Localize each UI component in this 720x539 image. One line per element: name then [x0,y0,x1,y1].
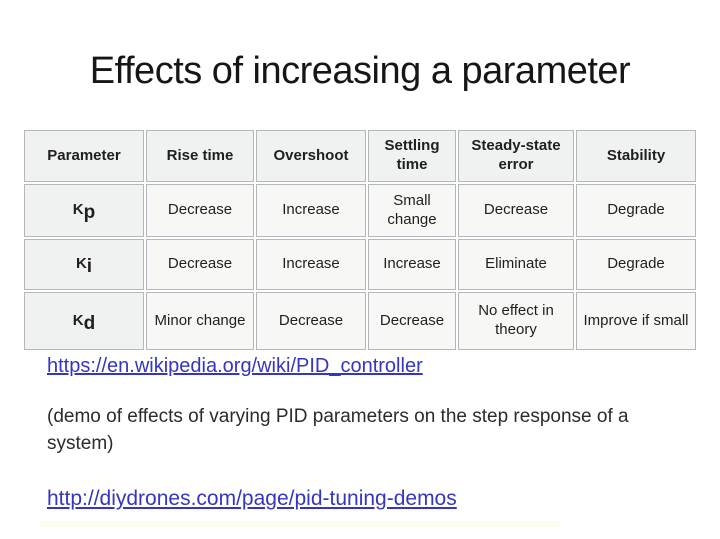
cell-kp-stability: Degrade [576,184,696,237]
column-header-parameter: Parameter [24,130,144,182]
param-kd-base: K [72,311,84,329]
cell-kd-stability: Improve if small [576,292,696,350]
column-header-rise-time: Rise time [146,130,254,182]
column-header-overshoot: Overshoot [256,130,366,182]
column-header-steady-state-error: Steady-state error [458,130,574,182]
cell-kp-steady-state-error: Decrease [458,184,574,237]
param-kp-base: K [72,201,84,219]
cell-ki-stability: Degrade [576,239,696,290]
table-row-kp: Kp Decrease Increase Small change Decrea… [24,184,696,237]
param-ki: Ki [24,239,144,290]
wikipedia-pid-link[interactable]: https://en.wikipedia.org/wiki/PID_contro… [47,355,423,377]
cell-ki-steady-state-error: Eliminate [458,239,574,290]
cell-kp-overshoot: Increase [256,184,366,237]
cell-ki-settling-time: Increase [368,239,456,290]
param-kp-sub: p [83,202,96,224]
param-ki-base: K [75,255,87,273]
cell-ki-overshoot: Increase [256,239,366,290]
cell-kd-overshoot: Decrease [256,292,366,350]
param-kd: Kd [24,292,144,350]
column-header-settling-time: Settling time [368,130,456,182]
param-kp: Kp [24,184,144,237]
cell-kd-settling-time: Decrease [368,292,456,350]
table-header-row: Parameter Rise time Overshoot Settling t… [24,130,696,182]
pid-effects-table: Parameter Rise time Overshoot Settling t… [22,128,698,352]
diydrones-link[interactable]: http://diydrones.com/page/pid-tuning-dem… [47,487,457,510]
demo-note: (demo of effects of varying PID paramete… [47,403,707,457]
table-row-kd: Kd Minor change Decrease Decrease No eff… [24,292,696,350]
demo-note-line1: (demo of effects of varying PID paramete… [47,406,629,427]
cell-kd-steady-state-error: No effect in theory [458,292,574,350]
cell-kd-rise-time: Minor change [146,292,254,350]
cell-kp-rise-time: Decrease [146,184,254,237]
table-row-ki: Ki Decrease Increase Increase Eliminate … [24,239,696,290]
slide-title: Effects of increasing a parameter [89,50,631,92]
demo-note-line2: system) [47,433,114,454]
column-header-stability: Stability [576,130,696,182]
cell-ki-rise-time: Decrease [146,239,254,290]
param-kd-sub: d [83,312,96,334]
cell-kp-settling-time: Small change [368,184,456,237]
param-ki-sub: i [86,256,93,278]
bottom-streak [40,521,560,527]
